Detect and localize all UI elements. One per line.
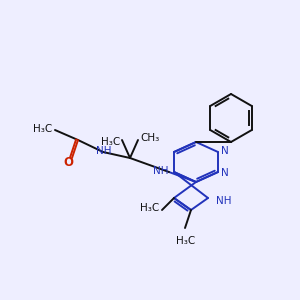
Text: H₃C: H₃C [140,203,159,213]
Text: H₃C: H₃C [33,124,52,134]
Text: NH: NH [216,196,232,206]
Text: NH: NH [96,146,112,156]
Text: H₃C: H₃C [101,137,120,147]
Text: N: N [221,146,229,156]
Text: O: O [63,157,73,169]
Text: N: N [221,168,229,178]
Text: CH₃: CH₃ [140,133,159,143]
Text: NH: NH [153,166,169,176]
Text: H₃C: H₃C [176,236,196,246]
